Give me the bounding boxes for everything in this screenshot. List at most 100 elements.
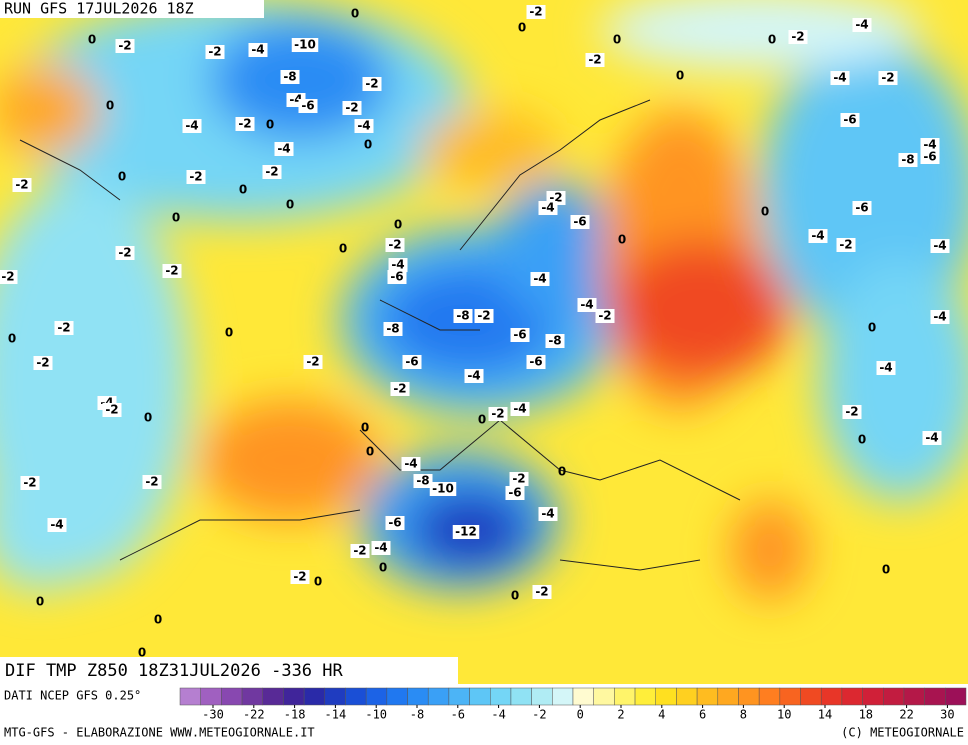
colorbar-tick-label: -30 xyxy=(202,708,224,722)
contour-label: -4 xyxy=(513,402,526,416)
contour-label: -8 xyxy=(901,153,914,167)
colorbar-box xyxy=(800,687,822,706)
contour-label: 0 xyxy=(339,242,347,256)
colorbar-box xyxy=(614,687,636,706)
colorbar-box xyxy=(241,687,263,706)
contour-label: -2 xyxy=(165,264,178,278)
label-box xyxy=(840,113,860,127)
label-box xyxy=(235,117,255,131)
contour-label: 0 xyxy=(106,99,114,113)
contour-label: -2 xyxy=(265,165,278,179)
colorbar-box xyxy=(696,687,719,706)
contour-label: -12 xyxy=(455,525,477,539)
contour-label: -2 xyxy=(845,405,858,419)
contour-label: -6 xyxy=(923,150,936,164)
contour-label: -2 xyxy=(588,53,601,67)
label-box xyxy=(342,101,362,115)
map-title: DIF TMP Z850 18Z31JUL2026 -336 HR xyxy=(5,661,344,681)
contour-label: -4 xyxy=(50,518,63,532)
label-box xyxy=(385,516,405,530)
label-box xyxy=(385,238,405,252)
contour-label: -2 xyxy=(388,238,401,252)
contour-label: -4 xyxy=(879,361,892,375)
contour-label: -4 xyxy=(404,457,417,471)
contour-label: 0 xyxy=(8,332,16,346)
contour-label: -4 xyxy=(533,272,546,286)
contour-label: -2 xyxy=(306,355,319,369)
data-source: DATI NCEP GFS 0.25° xyxy=(4,689,141,703)
label-box xyxy=(402,355,422,369)
label-box xyxy=(47,518,67,532)
contour-label: -2 xyxy=(208,45,221,59)
contour-label: -2 xyxy=(145,475,158,489)
label-box xyxy=(12,178,32,192)
contour-label: 0 xyxy=(478,413,486,427)
contour-label: 0 xyxy=(379,561,387,575)
contour-label: 0 xyxy=(314,575,322,589)
contour-label: 0 xyxy=(511,589,519,603)
contour-label: -6 xyxy=(508,486,521,500)
contour-label: -8 xyxy=(456,309,469,323)
colorbar-box xyxy=(717,687,739,706)
contour-label: -2 xyxy=(598,309,611,323)
colorbar-box xyxy=(324,687,346,706)
colorbar-box xyxy=(924,687,946,706)
colorbar-tick-label: 22 xyxy=(899,708,913,722)
contour-label: 0 xyxy=(761,205,769,219)
label-box xyxy=(788,30,808,44)
contour-label: 0 xyxy=(518,21,526,35)
contour-label: -2 xyxy=(293,570,306,584)
colorbar-tick-label: 18 xyxy=(859,708,873,722)
contour-label: -4 xyxy=(923,138,936,152)
contour-label: -4 xyxy=(541,201,554,215)
colorbar-box xyxy=(448,687,470,706)
colorbar-tick-label: 10 xyxy=(777,708,791,722)
label-box xyxy=(530,272,550,286)
contour-label: -2 xyxy=(529,5,542,19)
colorbar-tick-label: -22 xyxy=(243,708,265,722)
colorbar-box xyxy=(510,687,532,706)
contour-label: -6 xyxy=(513,328,526,342)
label-box xyxy=(354,119,374,133)
label-box xyxy=(390,382,410,396)
contour-label: 0 xyxy=(266,118,274,132)
colorbar-box xyxy=(365,687,388,706)
colorbar-box xyxy=(531,687,553,706)
contour-label: -6 xyxy=(855,201,868,215)
contour-label: -2 xyxy=(118,39,131,53)
colorbar-box xyxy=(862,687,884,706)
label-box xyxy=(538,201,558,215)
contour-label: -2 xyxy=(23,476,36,490)
contour-label: -4 xyxy=(933,310,946,324)
label-box xyxy=(162,264,182,278)
colorbar-box xyxy=(262,687,284,706)
contour-label: 0 xyxy=(558,465,566,479)
colorbar-box xyxy=(883,687,905,706)
colorbar-box xyxy=(407,687,429,706)
colorbar-box xyxy=(221,687,243,706)
label-box xyxy=(842,405,862,419)
colorbar-tick-label: 8 xyxy=(740,708,747,722)
label-box xyxy=(182,119,202,133)
colorbar-box xyxy=(655,687,677,706)
colorbar-tick-label: 2 xyxy=(617,708,624,722)
contour-label: -6 xyxy=(301,99,314,113)
contour-label: -2 xyxy=(345,101,358,115)
label-box xyxy=(505,486,525,500)
label-box xyxy=(510,402,530,416)
label-box xyxy=(930,239,950,253)
label-box xyxy=(808,229,828,243)
contour-label: 0 xyxy=(239,183,247,197)
contour-label: 0 xyxy=(351,7,359,21)
label-box xyxy=(387,270,407,284)
colorbar-box xyxy=(427,687,450,706)
colorbar-box xyxy=(283,687,305,706)
colorbar-tick-label: -8 xyxy=(410,708,424,722)
footer-copyright: (C) METEOGIORNALE xyxy=(841,726,964,740)
contour-label: -2 xyxy=(118,246,131,260)
label-box xyxy=(20,476,40,490)
colorbar-box xyxy=(572,687,594,706)
label-box xyxy=(291,38,319,52)
contour-label: -2 xyxy=(36,356,49,370)
